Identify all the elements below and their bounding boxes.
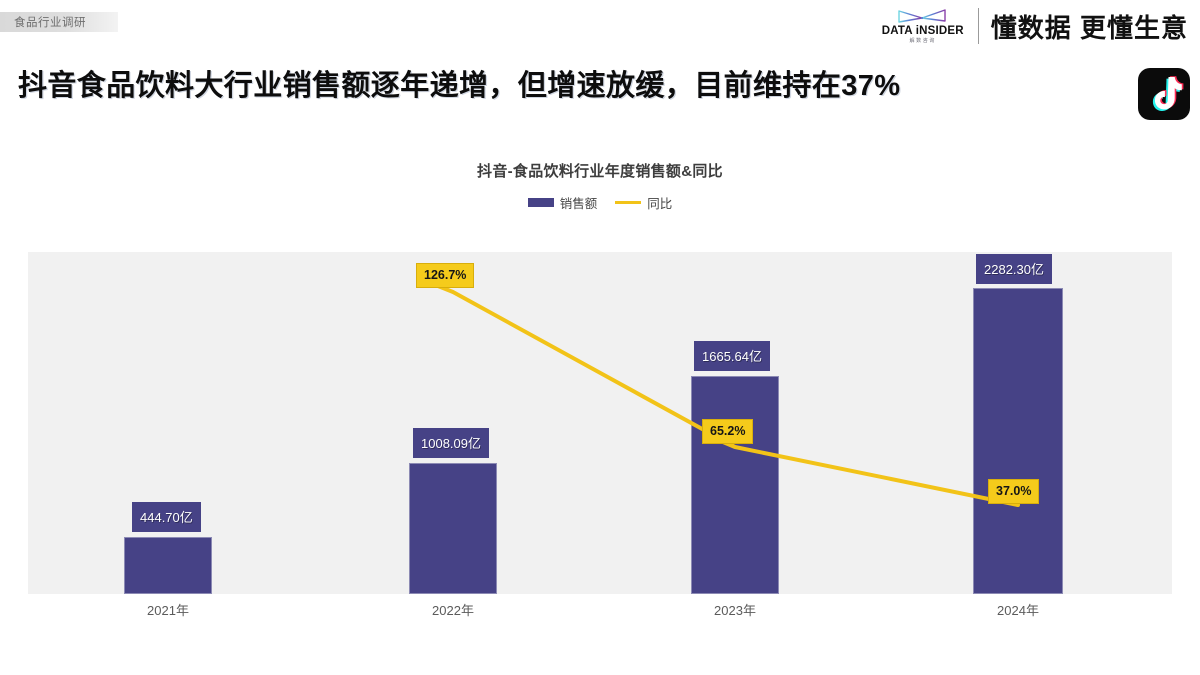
legend-item-yoy[interactable]: 同比	[615, 193, 672, 212]
bar-2024[interactable]	[973, 288, 1063, 594]
legend-label-yoy: 同比	[647, 197, 673, 211]
chart-legend: 销售额 同比	[0, 193, 1200, 212]
brand-logo: DATA iNSIDER 解数咨询	[882, 8, 966, 45]
breadcrumb-label: 食品行业调研	[14, 17, 86, 29]
x-axis: 2021年 2022年 2023年 2024年	[28, 600, 1172, 626]
brand-wordmark: DATA iNSIDER	[881, 24, 964, 37]
douyin-tiktok-icon	[1138, 68, 1190, 120]
page-title: 抖音食品饮料大行业销售额逐年递增，但增速放缓，目前维持在37%	[18, 70, 901, 102]
yoy-label-2022: 126.7%	[416, 263, 475, 288]
x-tick-2024: 2024年	[997, 603, 1039, 618]
bar-label-2021: 444.70亿	[132, 502, 201, 532]
bar-2022[interactable]	[409, 463, 497, 594]
yoy-label-2024: 37.0%	[988, 479, 1040, 504]
header-divider	[977, 8, 979, 44]
bar-label-2022: 1008.09亿	[413, 428, 489, 458]
yoy-line-series	[422, 278, 1020, 507]
legend-swatch-bar-icon	[527, 198, 554, 207]
legend-swatch-line-icon	[615, 201, 642, 204]
x-tick-2022: 2022年	[432, 603, 474, 618]
sales-yoy-chart: 抖音-食品饮料行业年度销售额&同比 销售额 同比 444.70亿 1008.09…	[0, 160, 1200, 650]
yoy-polyline	[451, 290, 1020, 507]
bar-label-2024: 2282.30亿	[976, 254, 1052, 284]
bar-2023[interactable]	[691, 376, 779, 594]
yoy-label-2023: 65.2%	[702, 419, 754, 444]
bar-label-2023: 1665.64亿	[694, 341, 770, 371]
x-tick-2023: 2023年	[714, 603, 756, 618]
legend-label-sales: 销售额	[559, 197, 598, 211]
chart-title: 抖音-食品饮料行业年度销售额&同比	[477, 163, 723, 180]
brand-slogan: 懂数据 更懂生意	[990, 12, 1188, 43]
plot-area-wrapper: 444.70亿 1008.09亿 1665.64亿 2282.30亿 126.7…	[28, 252, 1172, 594]
header-brand-area: DATA iNSIDER 解数咨询 懂数据 更懂生意	[882, 4, 1192, 48]
legend-item-sales[interactable]: 销售额	[527, 193, 598, 212]
brand-subtitle: 解数咨询	[909, 38, 936, 45]
x-tick-2021: 2021年	[147, 603, 189, 618]
bowtie-logo-icon	[898, 9, 946, 23]
bar-2021[interactable]	[124, 537, 212, 594]
breadcrumb: 食品行业调研	[0, 12, 118, 32]
